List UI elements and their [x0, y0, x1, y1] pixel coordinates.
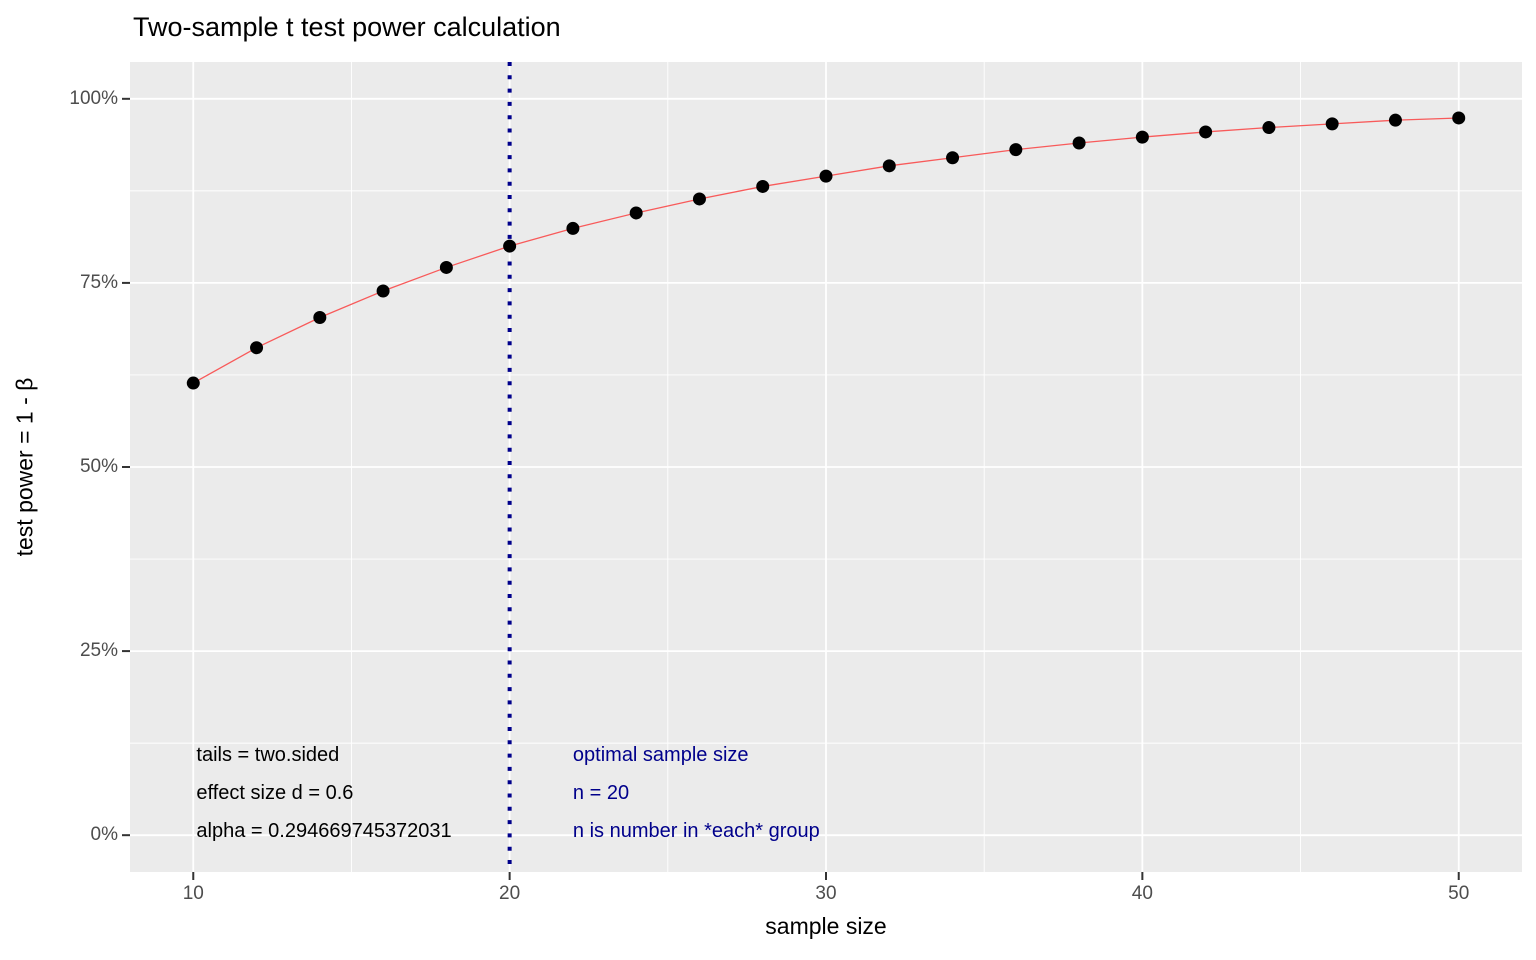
y-axis-title: test power = 1 - β: [11, 377, 38, 557]
annotation-text: effect size d = 0.6: [196, 782, 354, 805]
y-tick-label: 0%: [90, 824, 118, 846]
y-tick-label: 25%: [79, 640, 118, 662]
annotation-text: optimal sample size: [572, 743, 749, 766]
x-tick-label: 50: [1448, 883, 1470, 904]
data-point: [882, 159, 896, 173]
data-point: [629, 206, 643, 220]
data-point: [376, 284, 390, 298]
data-point: [1009, 143, 1023, 157]
data-point: [946, 151, 960, 165]
annotation-text: n = 20: [572, 782, 630, 805]
data-point: [186, 376, 200, 390]
data-point: [313, 311, 327, 325]
annotation-text: tails = two.sided: [196, 743, 340, 766]
y-tick-label: 100%: [69, 87, 118, 109]
plot-panel: [122, 62, 1522, 880]
y-tick-label: 75%: [79, 271, 118, 293]
data-point: [756, 179, 770, 193]
data-point: [1262, 121, 1276, 135]
data-point: [1072, 136, 1086, 150]
data-point: [503, 239, 517, 253]
x-axis-title: sample size: [765, 913, 887, 939]
data-point: [692, 192, 706, 206]
x-tick-label: 10: [182, 883, 204, 904]
data-point: [819, 169, 833, 183]
data-point: [250, 341, 264, 355]
data-point: [439, 260, 453, 274]
data-point: [566, 221, 580, 235]
x-tick-label: 40: [1131, 883, 1153, 904]
annotation-text: n is number in *each* group: [572, 820, 820, 843]
data-point: [1135, 130, 1149, 144]
data-point: [1452, 111, 1466, 125]
data-point: [1388, 113, 1402, 127]
data-point: [1325, 117, 1339, 131]
data-point: [1199, 125, 1213, 139]
chart-title: Two-sample t test power calculation: [133, 12, 561, 42]
x-tick-label: 30: [815, 883, 837, 904]
y-tick-label: 50%: [79, 456, 118, 477]
x-tick-label: 20: [499, 883, 521, 904]
annotation-text: alpha = 0.294669745372031: [196, 820, 452, 843]
